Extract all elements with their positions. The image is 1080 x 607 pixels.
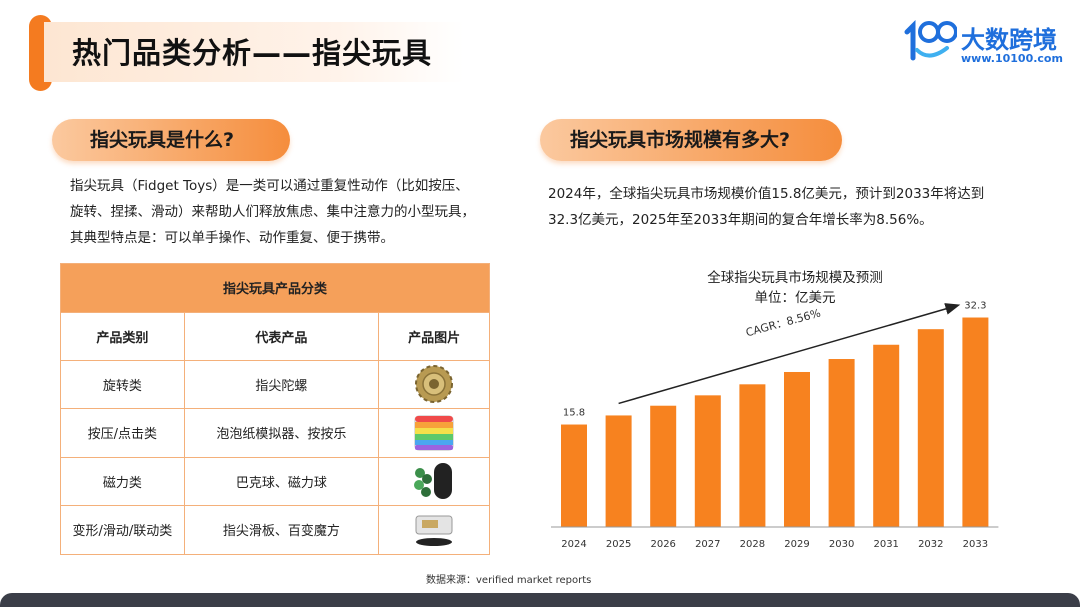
- table-row: 变形/滑动/联动类 指尖滑板、百变魔方: [60, 505, 490, 555]
- x-tick-label-2032: 2032: [918, 539, 943, 550]
- bar-2030: [828, 359, 855, 527]
- bar-2032: [917, 329, 944, 527]
- row-category: 按压/点击类: [60, 408, 185, 458]
- table-row: 旋转类 指尖陀螺: [60, 359, 490, 409]
- bar-2024: [561, 424, 587, 527]
- chart-subtitle: 单位：亿美元: [754, 290, 836, 306]
- x-tick-label-2025: 2025: [606, 539, 631, 550]
- cagr-annotation: CAGR：8.56%: [744, 306, 822, 339]
- row-products: 巴克球、磁力球: [183, 456, 380, 506]
- x-tick-label-2033: 2033: [963, 539, 988, 550]
- x-tick-label-2027: 2027: [695, 539, 720, 550]
- table-row: 按压/点击类 泡泡纸模拟器、按按乐: [60, 408, 490, 458]
- x-tick-label-2028: 2028: [740, 539, 765, 550]
- brand-logo: 大数跨境 www.10100.com: [903, 18, 1063, 68]
- bar-2026: [650, 405, 677, 527]
- x-tick-label-2030: 2030: [829, 539, 854, 550]
- page-title: 热门品类分析——指尖玩具: [72, 36, 433, 70]
- x-tick-label-2029: 2029: [784, 539, 809, 550]
- brand-name: 大数跨境: [961, 26, 1057, 54]
- bar-2033: [962, 317, 989, 527]
- category-table: 指尖玩具产品分类 产品类别 代表产品 产品图片 旋转类 指尖陀螺 按压/点击类 …: [60, 263, 490, 555]
- table-row: 磁力类 巴克球、磁力球: [60, 456, 490, 506]
- table-header-products: 代表产品: [183, 311, 380, 361]
- table-header-category: 产品类别: [60, 311, 185, 361]
- section-heading-market: 指尖玩具市场规模有多大?: [540, 119, 842, 161]
- row-category: 磁力类: [60, 456, 185, 506]
- 100-logo-mark-icon: [904, 19, 957, 61]
- footer-bar: [0, 593, 1080, 607]
- magnetic-balls-image: [414, 463, 453, 500]
- x-tick-label-2026: 2026: [650, 539, 675, 550]
- pop-it-image: [414, 414, 455, 451]
- section-heading-what: 指尖玩具是什么?: [52, 119, 290, 161]
- data-label-2024: 15.8: [563, 408, 585, 419]
- bar-2031: [873, 344, 900, 527]
- row-category: 旋转类: [60, 359, 185, 409]
- bar-2027: [694, 395, 721, 527]
- cagr-trend-arrow: [618, 303, 961, 405]
- market-paragraph: 2024年，全球指尖玩具市场规模价值15.8亿美元，预计到2033年将达到32.…: [548, 186, 985, 228]
- data-source: 数据来源：verified market reports: [426, 575, 592, 586]
- fingerboard-image: [415, 515, 453, 546]
- bar-2025: [605, 415, 632, 527]
- bar-2028: [739, 384, 766, 527]
- brand-url: www.10100.com: [961, 52, 1063, 65]
- table-header-image: 产品图片: [378, 311, 490, 361]
- data-label-2033: 32.3: [964, 301, 986, 312]
- x-tick-label-2031: 2031: [873, 539, 898, 550]
- chart-title: 全球指尖玩具市场规模及预测: [707, 270, 883, 286]
- bar-2029: [784, 371, 810, 527]
- x-tick-label-2024: 2024: [561, 539, 586, 550]
- fidget-spinner-image: [415, 365, 454, 404]
- intro-paragraph: 指尖玩具（Fidget Toys）是一类可以通过重复性动作（比如按压、旋转、捏揉…: [70, 178, 475, 246]
- title-band: [44, 22, 464, 82]
- row-category: 变形/滑动/联动类: [60, 505, 185, 555]
